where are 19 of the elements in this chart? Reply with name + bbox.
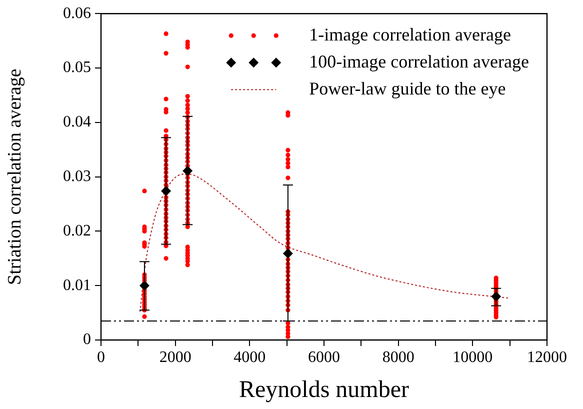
y-tick-label: 0.05 bbox=[63, 59, 91, 76]
legend-label: 100-image correlation average bbox=[309, 51, 530, 72]
x-tick-label: 8000 bbox=[382, 348, 414, 366]
x-tick-label: 10000 bbox=[452, 348, 493, 366]
legend-label: Power-law guide to the eye bbox=[309, 78, 506, 98]
y-tick-label: 0.06 bbox=[63, 4, 91, 22]
x-tick-label: 4000 bbox=[234, 348, 266, 366]
x-tick-label: 0 bbox=[97, 348, 105, 366]
y-tick-label: 0.04 bbox=[63, 114, 91, 131]
y-tick-label: 0.02 bbox=[63, 222, 91, 240]
x-tick-label: 12000 bbox=[527, 348, 567, 366]
y-tick-label: 0 bbox=[83, 331, 91, 348]
y-tick-label: 0.03 bbox=[63, 168, 91, 186]
x-tick-label: 6000 bbox=[308, 348, 340, 366]
y-axis-title: Striation correlation average bbox=[4, 68, 26, 285]
legend-label: 1-image correlation average bbox=[309, 24, 512, 44]
x-tick-label: 2000 bbox=[159, 348, 192, 366]
y-tick-label: 0.01 bbox=[63, 276, 91, 294]
x-axis-title: Reynolds number bbox=[239, 376, 409, 403]
